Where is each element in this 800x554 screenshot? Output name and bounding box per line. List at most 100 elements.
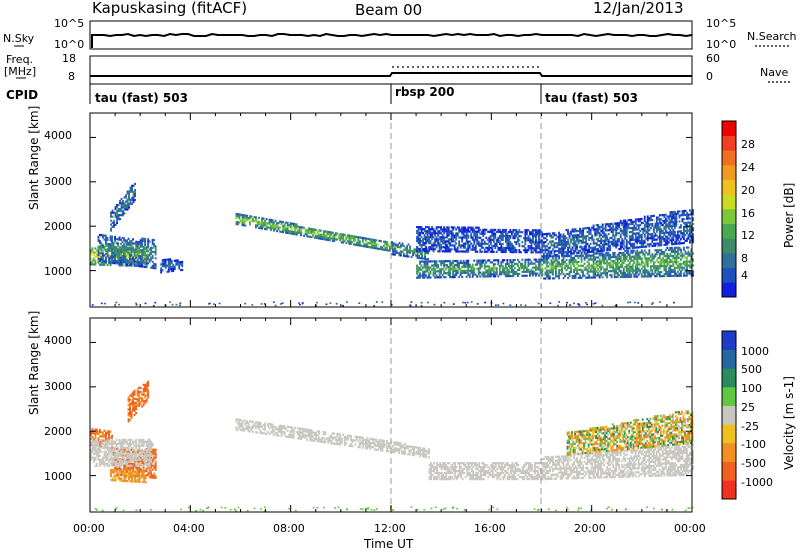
velocity-cell [123,473,126,476]
power-cell [470,234,473,237]
power-cell [250,215,253,218]
velocity-cell [153,466,156,469]
power-cell [567,232,569,236]
power-cell [138,255,141,258]
power-cell [689,209,691,212]
power-cell [455,263,458,267]
velocity-cell [113,479,115,482]
power-cell [112,261,115,264]
power-cell [535,235,537,238]
power-cell [416,230,418,233]
power-cell [477,236,480,239]
power-cell [91,263,94,266]
power-cell [474,244,477,247]
power-cell [404,249,407,252]
power-cell [449,264,452,267]
power-cell [601,256,604,259]
power-cell [142,247,145,250]
power-cell [670,237,673,240]
power-cell [618,232,621,235]
power-cell [536,245,539,248]
power-cell [167,260,170,263]
power-cell [437,264,440,267]
power-cell [464,301,467,304]
power-cell [452,244,455,247]
power-cell [97,235,100,238]
power-cell [524,266,527,269]
power-cell [126,198,129,201]
power-cell [631,234,634,237]
power-cell [455,250,458,253]
power-cell [337,236,340,239]
power-cell [117,238,119,241]
power-cell [494,232,497,235]
power-cell [154,247,157,250]
power-cell [681,262,684,265]
power-cell [435,274,438,277]
power-cell [524,262,527,265]
velocity-cell [140,474,143,477]
velocity-cell [137,480,140,483]
power-cell [613,254,616,257]
power-cell [570,250,572,253]
power-cell [90,261,92,264]
power-cell [413,252,416,255]
velocity-cell [144,475,147,478]
power-cell [628,271,631,274]
power-cell [669,233,672,236]
velocity-cell [123,458,125,461]
velocity-cell [105,437,107,441]
power-cell [255,216,257,219]
power-cell [664,243,667,246]
power-cell [567,276,569,280]
power-cell [241,213,244,217]
power-cell [579,245,581,248]
velocity-cell [99,462,101,465]
power-cell [395,249,398,252]
power-cell [464,242,467,245]
power-cell [209,302,211,305]
power-cell [470,269,473,272]
power-cell [452,238,455,241]
power-cell [622,255,625,258]
power-cell [360,236,363,239]
power-cell [126,204,129,207]
power-cell [651,218,654,222]
power-cell [666,215,669,218]
power-cell [622,273,625,276]
power-cell [470,226,473,229]
power-cell [692,237,694,240]
power-cell [592,246,595,249]
power-cell [145,248,148,251]
power-cell [678,234,681,237]
power-cell [264,219,266,223]
power-cell [123,202,126,205]
velocity-cell [115,467,118,470]
power-cell [530,272,533,275]
power-cell [118,264,121,267]
power-cell [486,273,489,276]
power-cell [625,223,628,226]
power-cell [655,265,658,268]
power-cell [432,248,435,251]
power-cell [598,249,601,253]
power-cell [486,248,489,251]
power-cell [114,211,117,214]
power-cell [416,232,418,235]
power-cell [625,273,628,276]
power-cell [618,261,621,265]
power-cell [657,257,660,260]
power-cell [538,235,540,238]
power-cell [467,273,470,276]
power-cell [141,241,144,244]
power-cell [645,229,648,232]
power-cell [582,233,584,236]
power-cell [678,262,681,265]
power-cell [624,235,627,238]
power-cell [417,240,420,243]
power-cell [583,249,586,252]
power-cell [598,235,601,239]
power-cell [622,275,625,278]
power-cell [513,262,516,266]
power-cell [646,229,649,232]
